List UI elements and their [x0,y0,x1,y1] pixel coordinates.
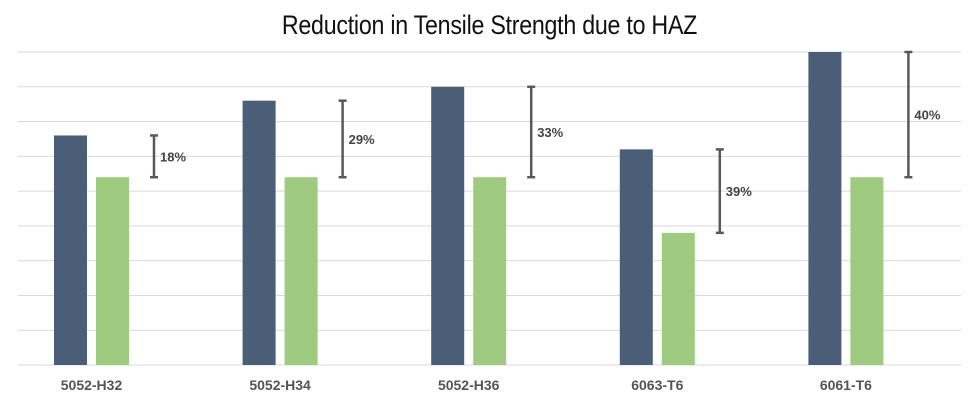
bar-haz [661,232,695,365]
reduction-label: 29% [349,132,375,147]
reduction-label: 33% [537,125,563,140]
reduction-label: 40% [914,108,940,123]
bar-haz [473,177,507,365]
bar-haz [96,177,129,365]
category-label: 6063-T6 [631,377,683,393]
category-label: 5052-H34 [249,377,311,393]
reduction-label: 39% [726,184,752,199]
bar-original [619,149,653,365]
bar-original [431,86,465,366]
category-label: 5052-H32 [61,377,123,393]
reduction-label: 18% [160,149,186,164]
bar-original [808,52,842,365]
category-label: 5052-H36 [438,377,500,393]
bar-haz [850,177,884,365]
chart-title: Reduction in Tensile Strength due to HAZ [281,10,698,40]
bar-haz [284,177,318,365]
bar-original [242,100,276,365]
bar-original [54,135,87,365]
category-label: 6061-T6 [820,377,872,393]
